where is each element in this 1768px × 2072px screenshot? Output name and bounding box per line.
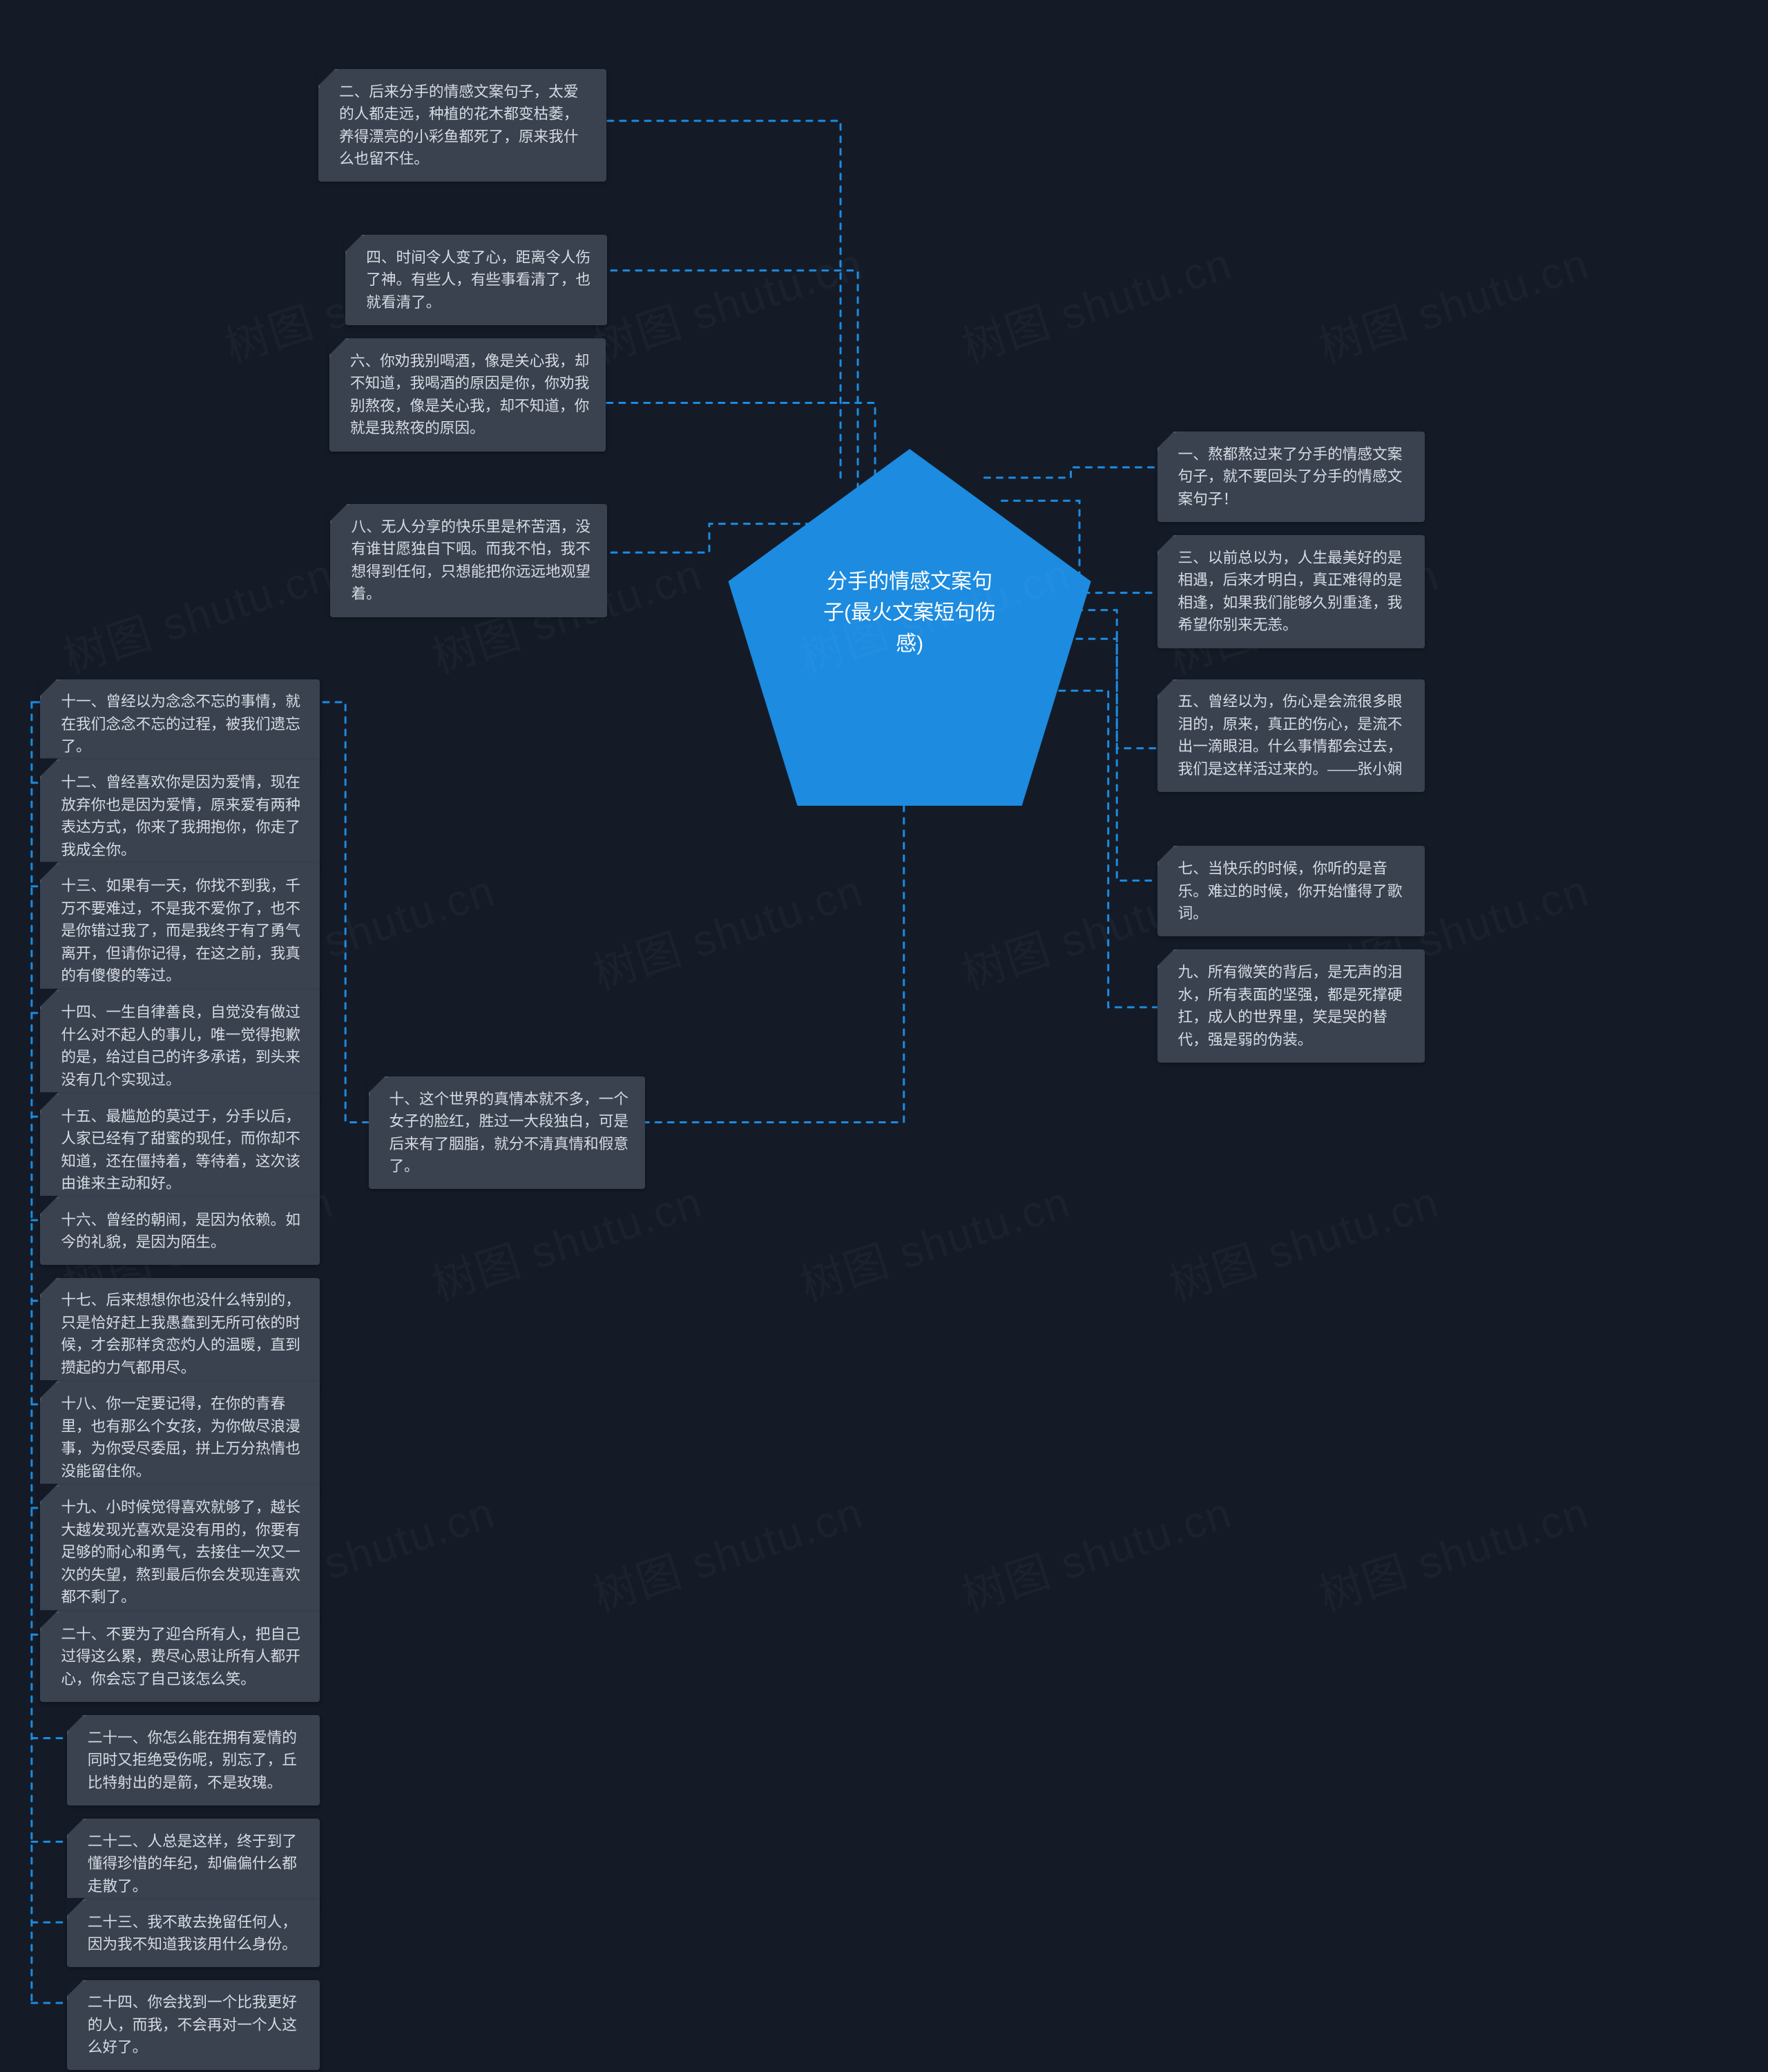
diagram-canvas: 分手的情感文案句子(最火文案短句伤感) 树图 shutu.cn 树图 shutu.…	[0, 0, 1768, 2072]
watermark: 树图 shutu.cn	[953, 229, 1239, 375]
note-n9: 九、所有微笑的背后，是无声的泪水，所有表面的坚强，都是死撑硬扛，成人的世界里，笑…	[1157, 949, 1425, 1062]
note-n1: 一、熬都熬过来了分手的情感文案句子，就不要回头了分手的情感文案句子！	[1157, 432, 1425, 522]
note-n18: 十八、你一定要记得，在你的青春里，也有那么个女孩，为你做尽浪漫事，为你受尽委屈，…	[40, 1382, 319, 1494]
center-node: 分手的情感文案句子(最火文案短句伤感)	[806, 552, 1013, 673]
watermark: 树图 shutu.cn	[584, 1478, 870, 1624]
note-n7: 七、当快乐的时候，你听的是音乐。难过的时候，你开始懂得了歌词。	[1157, 846, 1425, 936]
note-n10: 十、这个世界的真情本就不多，一个女子的脸红，胜过一大段独白，可是后来有了胭脂，就…	[369, 1076, 645, 1189]
note-n21: 二十一、你怎么能在拥有爱情的同时又拒绝受伤呢，别忘了，丘比特射出的是箭，不是玫瑰…	[67, 1715, 320, 1805]
watermark: 树图 shutu.cn	[953, 1478, 1239, 1624]
watermark: 树图 shutu.cn	[1309, 229, 1595, 375]
note-n14: 十四、一生自律善良，自觉没有做过什么对不起人的事儿，唯一觉得抱歉的是，给过自己的…	[40, 990, 319, 1103]
center-title: 分手的情感文案句子(最火文案短句伤感)	[820, 566, 999, 659]
note-n24: 二十四、你会找到一个比我更好的人，而我，不会再对一个人这么好了。	[67, 1980, 320, 2071]
note-n15: 十五、最尴尬的莫过于，分手以后，人家已经有了甜蜜的现任，而你却不知道，还在僵持着…	[40, 1094, 319, 1206]
note-n3: 三、以前总以为，人生最美好的是相遇，后来才明白，真正难得的是相逢，如果我们能够久…	[1157, 535, 1425, 648]
note-n12: 十二、曾经喜欢你是因为爱情，现在放弃你也是因为爱情，原来爱有两种表达方式，你来了…	[40, 759, 319, 872]
note-n4: 四、时间令人变了心，距离令人伤了神。有些人，有些事看清了，也就看清了。	[345, 235, 607, 325]
note-n17: 十七、后来想想你也没什么特别的，只是恰好赶上我愚蠢到无所可依的时候，才会那样贪恋…	[40, 1278, 319, 1391]
note-n23: 二十三、我不敢去挽留任何人，因为我不知道我该用什么身份。	[67, 1899, 320, 1967]
note-n19: 十九、小时候觉得喜欢就够了，越长大越发现光喜欢是没有用的，你要有足够的耐心和勇气…	[40, 1485, 319, 1620]
note-n20: 二十、不要为了迎合所有人，把自己过得这么累，费尽心思让所有人都开心，你会忘了自己…	[40, 1611, 319, 1702]
note-n6: 六、你劝我别喝酒，像是关心我，却不知道，我喝酒的原因是你，你劝我别熬夜，像是关心…	[329, 338, 606, 451]
note-n11: 十一、曾经以为念念不忘的事情，就在我们念念不忘的过程，被我们遗忘了。	[40, 679, 319, 770]
note-n22: 二十二、人总是这样，终于到了懂得珍惜的年纪，却偏偏什么都走散了。	[67, 1819, 320, 1909]
watermark: 树图 shutu.cn	[584, 229, 870, 375]
note-n2: 二、后来分手的情感文案句子，太爱的人都走远，种植的花木都变枯萎，养得漂亮的小彩鱼…	[318, 69, 606, 182]
note-n8: 八、无人分享的快乐里是杯苦酒，没有谁甘愿独自下咽。而我不怕，我不想得到任何，只想…	[330, 504, 606, 617]
watermark: 树图 shutu.cn	[1309, 1478, 1595, 1624]
watermark: 树图 shutu.cn	[791, 1167, 1077, 1313]
watermark: 树图 shutu.cn	[584, 856, 870, 1003]
note-n13: 十三、如果有一天，你找不到我，千万不要难过，不是我不爱你了，也不是你错过我了，而…	[40, 863, 319, 998]
note-n16: 十六、曾经的朝闹，是因为依赖。如今的礼貌，是因为陌生。	[40, 1197, 319, 1265]
watermark: 树图 shutu.cn	[1160, 1167, 1446, 1313]
note-n5: 五、曾经以为，伤心是会流很多眼泪的，原来，真正的伤心，是流不出一滴眼泪。什么事情…	[1157, 679, 1425, 792]
watermark: 树图 shutu.cn	[55, 539, 340, 686]
